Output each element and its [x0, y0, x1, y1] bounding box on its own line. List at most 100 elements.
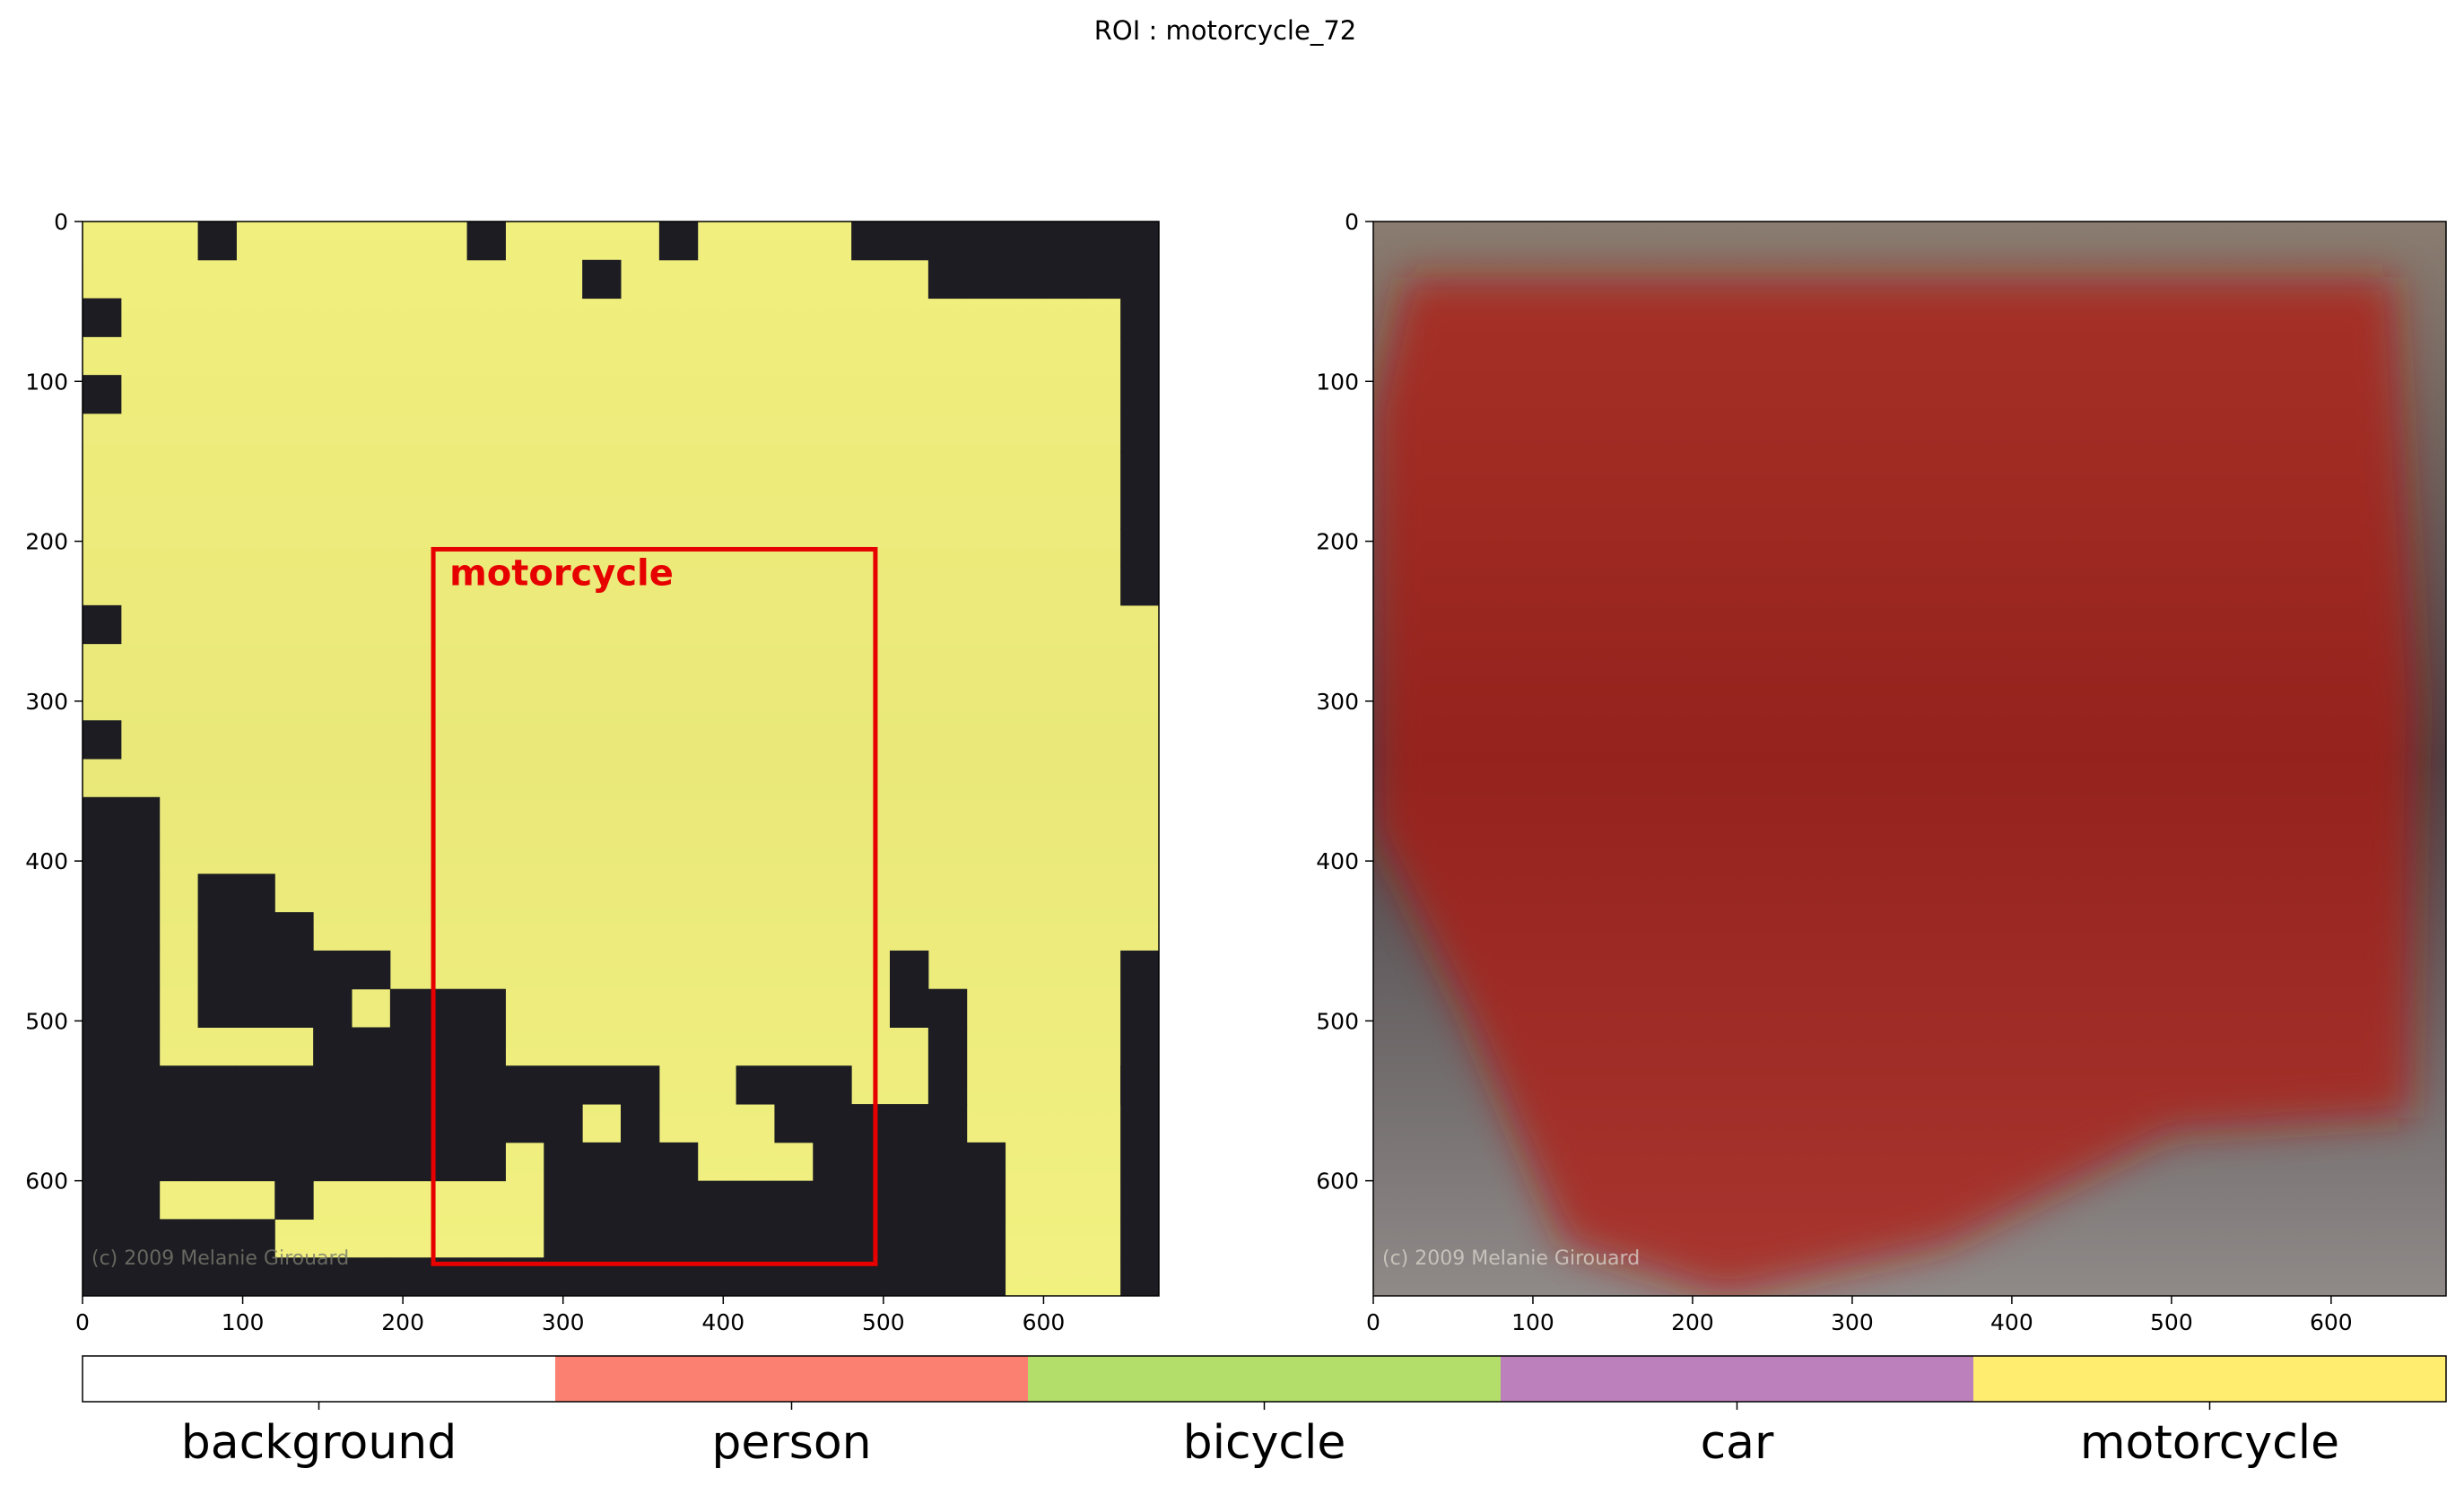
background-cell — [966, 1257, 1006, 1296]
background-cell — [274, 912, 314, 952]
background-cell — [927, 222, 968, 261]
roi-box-label: motorcycle — [449, 552, 674, 594]
background-cell — [352, 1104, 391, 1143]
background-cell — [274, 1257, 314, 1296]
legend-label-motorcycle: motorcycle — [2080, 1416, 2339, 1470]
background-cell — [774, 1065, 814, 1105]
background-cell — [658, 1219, 699, 1258]
background-cell — [197, 1219, 237, 1258]
right-y-tick-label: 200 — [1316, 529, 1359, 555]
background-cell — [83, 1027, 122, 1066]
left-y-tick-label: 300 — [25, 689, 68, 715]
background-cell — [313, 988, 353, 1028]
activation-panel: (c) 2009 Melanie Girouard 0 100 200 300 400 5… — [1316, 209, 2447, 1335]
background-cell — [927, 1065, 968, 1105]
background-cell — [120, 835, 161, 874]
background-cell — [927, 988, 968, 1028]
background-cell — [83, 835, 122, 874]
background-cell — [890, 1104, 929, 1143]
background-cell — [159, 1257, 199, 1296]
left-y-tick-label: 400 — [25, 848, 68, 874]
background-cell — [774, 1104, 814, 1143]
background-cell — [120, 1180, 161, 1220]
background-cell — [236, 950, 275, 990]
left-y-tick-label: 200 — [25, 529, 68, 555]
background-cell — [197, 912, 237, 952]
right-x-tick-label: 0 — [1366, 1309, 1380, 1335]
background-cell — [697, 1180, 737, 1220]
right-axes-frame — [1372, 221, 2447, 1297]
background-cell — [621, 1065, 660, 1105]
left-x-tick-label: 200 — [381, 1309, 424, 1335]
background-cell — [582, 259, 622, 300]
background-cell — [658, 222, 699, 261]
background-cell — [389, 1142, 430, 1182]
background-cell — [1120, 375, 1159, 414]
background-cell — [927, 1104, 968, 1143]
background-cell — [1120, 259, 1159, 300]
left-y-tick-label: 500 — [25, 1008, 68, 1034]
right-y-tick-label: 300 — [1316, 689, 1359, 715]
background-cell — [658, 1142, 699, 1182]
background-cell — [774, 1219, 814, 1258]
background-cell — [83, 375, 122, 414]
background-cell — [83, 298, 122, 337]
background-cell — [389, 1104, 430, 1143]
background-cell — [159, 1104, 199, 1143]
background-cell — [813, 1065, 852, 1105]
background-cell — [236, 988, 275, 1028]
background-cell — [120, 1065, 161, 1105]
right-x-tick-label: 100 — [1511, 1309, 1554, 1335]
background-cell — [83, 950, 122, 990]
background-cell — [813, 1104, 852, 1143]
background-cell — [236, 1142, 275, 1182]
background-cell — [544, 1180, 583, 1220]
background-cell — [505, 1104, 544, 1143]
background-cell — [120, 950, 161, 990]
background-cell — [1120, 1180, 1159, 1220]
background-cell — [851, 1219, 891, 1258]
legend-swatch-car — [1501, 1356, 1973, 1402]
background-cell — [352, 1257, 391, 1296]
right-y-tick-label: 600 — [1316, 1169, 1359, 1195]
background-cell — [313, 1257, 353, 1296]
background-cell — [1120, 413, 1159, 453]
background-cell — [1120, 1027, 1159, 1066]
background-cell — [697, 1219, 737, 1258]
activation-region — [1373, 277, 2419, 1296]
background-cell — [389, 988, 430, 1028]
legend-label-car: car — [1701, 1416, 1774, 1470]
left-x-tick-label: 300 — [542, 1309, 585, 1335]
background-cell — [236, 1104, 275, 1143]
background-cell — [352, 1142, 391, 1182]
background-cell — [236, 1065, 275, 1105]
background-cell — [890, 950, 929, 990]
background-cell — [1120, 298, 1159, 337]
background-cell — [274, 1180, 314, 1220]
right-x-tick-label: 500 — [2150, 1309, 2193, 1335]
background-cell — [197, 1065, 237, 1105]
background-cell — [83, 1257, 122, 1296]
background-cell — [274, 1142, 314, 1182]
background-cell — [621, 1142, 660, 1182]
background-cell — [313, 1104, 353, 1143]
figure-title: ROI : motorcycle_72 — [1094, 15, 1356, 46]
right-y-tick-label: 0 — [1345, 209, 1359, 235]
background-cell — [736, 1180, 775, 1220]
background-cell — [274, 1104, 314, 1143]
background-cell — [582, 1142, 622, 1182]
background-cell — [966, 259, 1006, 300]
legend-label-background: background — [181, 1416, 457, 1470]
background-cell — [197, 873, 237, 913]
left-x-tick-label: 500 — [862, 1309, 905, 1335]
background-cell — [197, 1257, 237, 1296]
background-cell — [83, 1219, 122, 1258]
background-cell — [352, 1065, 391, 1105]
background-cell — [582, 1180, 622, 1220]
background-cell — [159, 1142, 199, 1182]
background-cell — [966, 1142, 1006, 1182]
background-cell — [466, 988, 506, 1028]
background-cell — [274, 950, 314, 990]
background-cell — [851, 1104, 891, 1143]
